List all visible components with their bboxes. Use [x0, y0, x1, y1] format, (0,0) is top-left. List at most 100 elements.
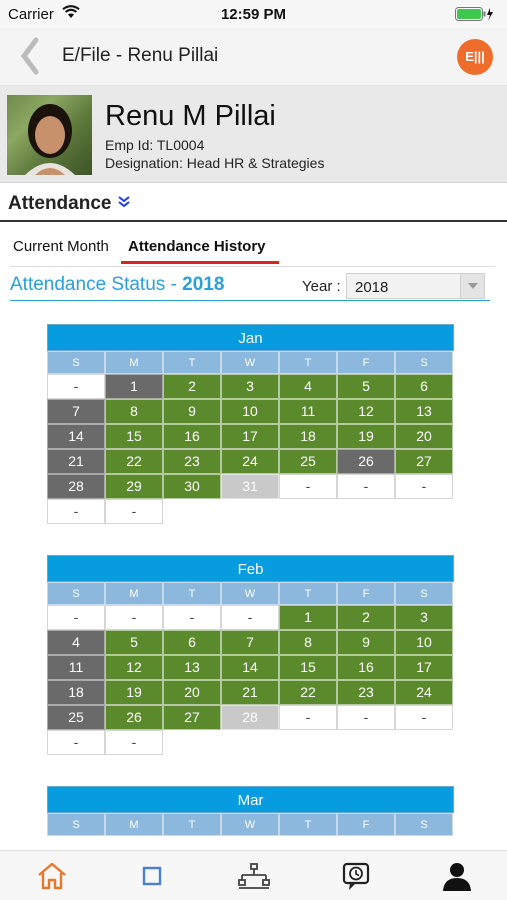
day-cell[interactable]: 8 — [105, 399, 163, 424]
day-cell[interactable]: 25 — [47, 705, 105, 730]
efile-button[interactable]: E||| — [457, 39, 493, 75]
day-cell[interactable]: 25 — [279, 449, 337, 474]
weekday-label: F — [337, 813, 395, 836]
day-cell[interactable]: 16 — [337, 655, 395, 680]
empty-day-cell: - — [105, 499, 163, 524]
day-cell[interactable]: 22 — [279, 680, 337, 705]
attendance-status-row: Attendance Status - 2018 Year : 2018 — [0, 270, 507, 302]
status-bar: Carrier 12:59 PM — [0, 0, 507, 28]
back-button[interactable] — [14, 36, 44, 76]
weekday-label: M — [105, 351, 163, 374]
year-dropdown[interactable]: 2018 — [346, 273, 485, 299]
battery-icon — [455, 7, 493, 21]
month-calendar: Mar S M T W T F S — [47, 786, 454, 836]
day-cell[interactable]: 18 — [47, 680, 105, 705]
day-cell[interactable]: 16 — [163, 424, 221, 449]
day-cell[interactable]: 6 — [395, 374, 453, 399]
day-cell[interactable]: 27 — [163, 705, 221, 730]
day-cell[interactable]: 17 — [395, 655, 453, 680]
weekday-label: T — [279, 813, 337, 836]
day-cell[interactable]: 15 — [105, 424, 163, 449]
empty-day-cell: - — [163, 605, 221, 630]
day-cell[interactable]: 26 — [105, 705, 163, 730]
day-cell[interactable]: 8 — [279, 630, 337, 655]
tab-bar: Current Month Attendance History — [0, 233, 507, 267]
clock: 12:59 PM — [220, 6, 287, 23]
divider — [10, 266, 495, 267]
weekday-label: T — [163, 582, 221, 605]
day-cell[interactable]: 15 — [279, 655, 337, 680]
attendance-section-header[interactable]: Attendance — [0, 184, 507, 222]
day-cell[interactable]: 23 — [163, 449, 221, 474]
dropdown-arrow-icon[interactable] — [460, 274, 484, 298]
day-cell[interactable]: 22 — [105, 449, 163, 474]
day-cell[interactable]: 23 — [337, 680, 395, 705]
day-cell[interactable]: 12 — [105, 655, 163, 680]
day-cell[interactable]: 30 — [163, 474, 221, 499]
day-cell[interactable]: 28 — [47, 474, 105, 499]
network-icon[interactable] — [237, 860, 271, 892]
day-cell[interactable]: 28 — [221, 705, 279, 730]
day-cell[interactable]: 4 — [47, 630, 105, 655]
day-cell[interactable]: 10 — [221, 399, 279, 424]
calendar-scroll-area[interactable]: Jan S M T W T F S -1 2 3 4 5 6 7 8 9 10 11 12 13 14 15 16 17 18 19… — [0, 302, 507, 836]
day-cell[interactable]: 14 — [47, 424, 105, 449]
day-cell[interactable]: 27 — [395, 449, 453, 474]
day-cell[interactable]: 3 — [395, 605, 453, 630]
year-label: Year : — [302, 278, 341, 295]
weekday-label: S — [395, 582, 453, 605]
day-cell[interactable]: 7 — [221, 630, 279, 655]
double-chevron-down-icon[interactable] — [118, 196, 130, 208]
empty-day-cell: - — [221, 605, 279, 630]
day-cell[interactable]: 9 — [337, 630, 395, 655]
day-cell[interactable]: 19 — [337, 424, 395, 449]
day-cell[interactable]: 19 — [105, 680, 163, 705]
carrier-label: Carrier — [8, 6, 54, 23]
day-cell[interactable]: 12 — [337, 399, 395, 424]
day-cell[interactable]: 21 — [221, 680, 279, 705]
tab-attendance-history[interactable]: Attendance History — [128, 238, 266, 255]
weekday-label: S — [47, 813, 105, 836]
day-cell[interactable]: 11 — [279, 399, 337, 424]
day-cell[interactable]: 9 — [163, 399, 221, 424]
day-cell[interactable]: 13 — [395, 399, 453, 424]
day-cell[interactable]: 2 — [163, 374, 221, 399]
empty-day-cell: - — [337, 474, 395, 499]
day-cell[interactable]: 13 — [163, 655, 221, 680]
day-cell[interactable]: 4 — [279, 374, 337, 399]
day-cell[interactable]: 7 — [47, 399, 105, 424]
month-header: Jan — [47, 324, 454, 351]
employee-id: Emp Id: TL0004 — [105, 137, 205, 153]
tab-current-month[interactable]: Current Month — [13, 238, 109, 255]
day-cell[interactable]: 26 — [337, 449, 395, 474]
day-cell[interactable]: 2 — [337, 605, 395, 630]
day-cell[interactable]: 5 — [337, 374, 395, 399]
user-icon[interactable] — [440, 860, 474, 892]
day-cell[interactable]: 31 — [221, 474, 279, 499]
day-cell[interactable]: 5 — [105, 630, 163, 655]
weekday-label: T — [163, 813, 221, 836]
day-cell[interactable]: 11 — [47, 655, 105, 680]
day-cell[interactable]: 1 — [279, 605, 337, 630]
empty-day-cell: - — [105, 730, 163, 755]
day-cell[interactable]: 29 — [105, 474, 163, 499]
empty-day-cell: - — [47, 374, 105, 399]
day-cell[interactable]: 20 — [395, 424, 453, 449]
square-icon[interactable] — [135, 860, 169, 892]
day-cell[interactable]: 1 — [105, 374, 163, 399]
home-icon[interactable] — [35, 860, 69, 892]
day-cell[interactable]: 20 — [163, 680, 221, 705]
day-cell[interactable]: 6 — [163, 630, 221, 655]
employee-designation: Designation: Head HR & Strategies — [105, 155, 325, 171]
empty-day-cell: - — [47, 730, 105, 755]
bottom-tab-bar — [0, 850, 507, 900]
day-cell[interactable]: 24 — [395, 680, 453, 705]
day-cell[interactable]: 18 — [279, 424, 337, 449]
clock-chat-icon[interactable] — [339, 860, 373, 892]
day-cell[interactable]: 21 — [47, 449, 105, 474]
day-cell[interactable]: 17 — [221, 424, 279, 449]
day-cell[interactable]: 14 — [221, 655, 279, 680]
day-cell[interactable]: 24 — [221, 449, 279, 474]
day-cell[interactable]: 3 — [221, 374, 279, 399]
day-cell[interactable]: 10 — [395, 630, 453, 655]
